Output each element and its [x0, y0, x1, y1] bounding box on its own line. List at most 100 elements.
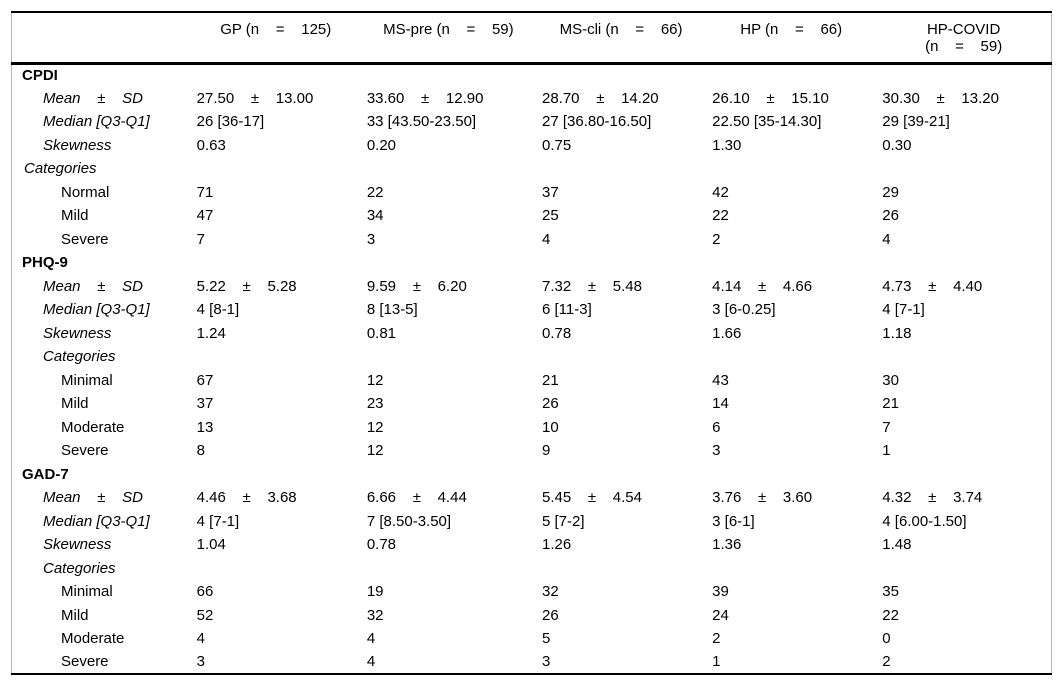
data-cell: 3: [712, 442, 721, 460]
row-label: Minimal: [61, 583, 113, 601]
data-cell: 12: [366, 442, 384, 460]
data-cell: 7: [196, 230, 206, 248]
data-cell: 3 [6-1]: [712, 512, 755, 530]
row-label: Median [Q3-Q1]: [43, 512, 150, 530]
data-cell: 43: [712, 371, 729, 389]
data-cell: [706, 345, 876, 369]
stat-row: Median [Q3-Q1] 4 [7-1] 7 [8.50-3.50] 5 [7-2…: [12, 510, 1052, 534]
stat-row: Mean ± SD 5.22 ± 5.28 9.59 ± 6.20 7.32 ± 5.…: [12, 275, 1052, 299]
data-cell: 32: [366, 606, 384, 624]
data-cell: 26: [882, 207, 899, 225]
row-label: Mild: [61, 606, 89, 624]
data-cell: [876, 557, 1051, 581]
data-cell: 39: [712, 583, 729, 601]
data-cell: 1.48: [882, 536, 912, 554]
section-header-row: CPDI: [12, 63, 1052, 87]
data-cell: 67: [196, 371, 214, 389]
data-cell: [876, 63, 1051, 87]
category-row: Moderate 4 4 5 2 0: [12, 627, 1052, 651]
data-cell: 5.22 ± 5.28: [196, 277, 297, 295]
data-cell: 7: [882, 418, 891, 436]
row-label: Skewness: [43, 536, 112, 554]
data-cell: 0.20: [366, 136, 397, 154]
table-body: CPDI Mean ± SD 27.50 ± 13.00 33.60 ± 12.90 2…: [12, 63, 1052, 674]
data-cell: [361, 345, 536, 369]
data-cell: 26: [541, 606, 559, 624]
data-cell: [876, 157, 1051, 181]
category-row: Mild 37 23 26 14 21: [12, 392, 1052, 416]
table-header: GP (n = 125) MS-pre (n = 59) MS-cli (n =…: [11, 12, 1052, 65]
data-cell: 32: [541, 583, 559, 601]
stat-row: Skewness 0.63 0.20 0.75 1.30 0.30: [12, 134, 1052, 158]
data-cell: 7.32 ± 5.48: [541, 277, 642, 295]
data-cell: 5 [7-2]: [541, 512, 585, 530]
stat-row: Categories: [12, 345, 1052, 369]
data-cell: 6.66 ± 4.44: [366, 489, 467, 507]
data-cell: 0.30: [882, 136, 912, 154]
data-cell: 4: [882, 230, 891, 248]
data-cell: 22.50 [35-14.30]: [712, 113, 822, 131]
row-label: Categories: [43, 559, 116, 577]
data-cell: 5: [541, 630, 551, 648]
header-col-ms-cli: MS-cli (n = 66): [535, 12, 707, 65]
data-cell: 4.46 ± 3.68: [196, 489, 297, 507]
data-cell: 1.30: [712, 136, 742, 154]
data-cell: [706, 463, 876, 487]
data-cell: 2: [882, 653, 891, 671]
data-cell: 52: [196, 606, 214, 624]
data-cell: 0.63: [196, 136, 226, 154]
data-cell: 3 [6-0.25]: [712, 301, 776, 319]
data-cell: 37: [541, 183, 559, 201]
data-cell: 6 [11-3]: [541, 301, 592, 319]
category-row: Mild 52 32 26 24 22: [12, 604, 1052, 628]
row-label: Mean ± SD: [43, 489, 143, 507]
data-cell: 7 [8.50-3.50]: [366, 512, 452, 530]
data-cell: [706, 251, 876, 275]
section-title: GAD-7: [22, 465, 69, 483]
data-cell: 22: [366, 183, 384, 201]
data-cell: 26.10 ± 15.10: [712, 89, 829, 107]
data-cell: 13: [196, 418, 214, 436]
data-cell: 4 [8-1]: [196, 301, 240, 319]
header-rowlabel-cell: [11, 12, 191, 65]
data-cell: 35: [882, 583, 899, 601]
row-label: Severe: [61, 442, 109, 460]
row-label: Mild: [61, 207, 89, 225]
stat-row: Median [Q3-Q1] 26 [36-17] 33 [43.50-23.50]…: [12, 110, 1052, 134]
data-cell: [191, 557, 361, 581]
category-row: Moderate 13 12 10 6 7: [12, 416, 1052, 440]
section-title: CPDI: [22, 67, 58, 84]
header-row: GP (n = 125) MS-pre (n = 59) MS-cli (n =…: [11, 12, 1052, 65]
data-cell: 6: [712, 418, 721, 436]
data-cell: [876, 463, 1051, 487]
data-cell: 26 [36-17]: [196, 113, 265, 131]
data-cell: [361, 251, 536, 275]
data-cell: 8 [13-5]: [366, 301, 418, 319]
data-cell: 30: [882, 371, 899, 389]
stat-row: Median [Q3-Q1] 4 [8-1] 8 [13-5] 6 [11-3] 3 […: [12, 298, 1052, 322]
category-row: Minimal 66 19 32 39 35: [12, 580, 1052, 604]
stat-row: Categories: [12, 157, 1052, 181]
data-cell: 3: [196, 653, 206, 671]
data-cell: [876, 251, 1051, 275]
header-col-hp: HP (n = 66): [706, 12, 877, 65]
stat-row: Mean ± SD 27.50 ± 13.00 33.60 ± 12.90 28.70…: [12, 87, 1052, 111]
row-label: Minimal: [61, 371, 113, 389]
data-cell: 1: [712, 653, 721, 671]
section-title: PHQ-9: [22, 254, 68, 272]
section-header-row: GAD-7: [12, 463, 1052, 487]
category-row: Severe 8 12 9 3 1: [12, 439, 1052, 463]
data-cell: 33 [43.50-23.50]: [366, 113, 477, 131]
data-cell: 8: [196, 442, 206, 460]
row-label: Mean ± SD: [43, 277, 143, 295]
data-cell: [536, 251, 706, 275]
data-cell: 0.78: [541, 324, 572, 342]
data-cell: 25: [541, 207, 559, 225]
category-row: Mild 47 34 25 22 26: [12, 204, 1052, 228]
data-cell: 66: [196, 583, 214, 601]
stat-row: Skewness 1.24 0.81 0.78 1.66 1.18: [12, 322, 1052, 346]
data-cell: 22: [712, 207, 729, 225]
data-cell: [536, 63, 706, 87]
data-cell: [706, 157, 876, 181]
data-cell: 0.75: [541, 136, 572, 154]
